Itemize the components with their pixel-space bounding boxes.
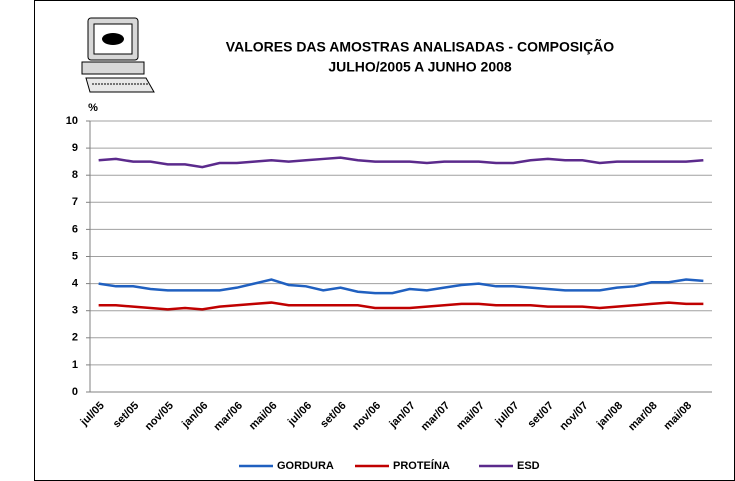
y-tick-label: 8 <box>72 169 78 181</box>
y-axis-label: % <box>88 102 98 114</box>
legend-label: ESD <box>517 460 540 472</box>
page: {"chart_data": {"type": "line", "title":… <box>0 0 735 481</box>
y-tick-label: 9 <box>72 142 78 154</box>
y-tick-label: 2 <box>72 332 78 344</box>
legend-label: PROTEÍNA <box>393 459 450 472</box>
y-tick-label: 7 <box>72 196 78 208</box>
chart: VALORES DAS AMOSTRAS ANALISADAS - COMPOS… <box>0 0 735 481</box>
y-tick-label: 0 <box>72 386 78 398</box>
chart-title: VALORES DAS AMOSTRAS ANALISADAS - COMPOS… <box>226 38 614 55</box>
y-tick-label: 3 <box>72 305 78 317</box>
chart-title: JULHO/2005 A JUNHO 2008 <box>328 59 512 75</box>
y-tick-label: 1 <box>72 359 78 371</box>
y-tick-label: 4 <box>72 278 79 290</box>
y-tick-label: 5 <box>72 250 78 262</box>
legend-label: GORDURA <box>277 460 334 472</box>
y-tick-label: 10 <box>66 115 78 127</box>
y-tick-label: 6 <box>72 223 78 235</box>
